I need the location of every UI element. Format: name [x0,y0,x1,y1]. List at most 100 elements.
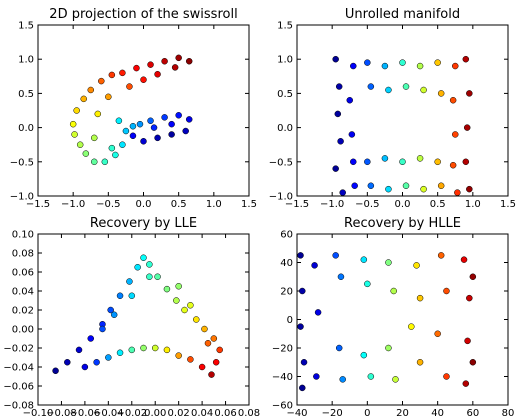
scatter-point [466,90,473,97]
scatter-point [364,280,371,288]
scatter-point [185,116,193,123]
scatter-point [381,62,389,70]
scatter-point [420,86,427,94]
scatter-point [413,262,420,269]
y-tick-label: −0.5 [10,157,34,168]
scatter-point [466,185,473,193]
scatter-point [108,144,116,152]
y-tick-label: 1.5 [18,21,34,32]
scatter-point [332,55,339,63]
scatter-point [392,376,399,383]
scatter-point [91,134,98,142]
scatter-point [140,76,147,83]
y-tick-label: 0.06 [12,268,34,279]
x-tick-label: −1.0 [61,199,85,210]
x-tick-label: 0.08 [238,408,260,418]
scatter-point [443,373,450,380]
chart-title: Recovery by LLE [90,216,197,231]
y-tick-label: 60 [280,230,293,241]
scatter-point [346,96,353,104]
scatter-point [416,294,424,302]
scatter-point [337,138,344,145]
scatter-point [462,55,470,63]
scatter-point [434,59,441,66]
scatter-point [108,71,116,79]
scatter-point [168,120,175,128]
scatter-point [133,64,140,72]
scatter-point [462,158,470,166]
scatter-point [350,158,357,166]
scatter-point [460,256,468,263]
scatter-point [168,131,175,138]
chart-title: Recovery by HLLE [344,216,461,231]
y-tick-label: 0.10 [12,230,34,241]
scatter-point [91,158,98,166]
scatter-point [385,259,392,266]
x-tick-label: −40 [286,408,307,418]
scatter-point [367,182,375,189]
scatter-point [469,359,477,366]
scatter-point [311,262,318,269]
x-tick-label: 0 [364,408,370,418]
chart-title: Unrolled manifold [345,7,460,22]
x-tick-label: 60 [466,408,479,418]
x-tick-label: −20 [322,408,343,418]
scatter-point [140,344,147,352]
scatter-point [126,278,133,285]
x-tick-label: 0.00 [144,408,166,418]
y-tick-label: 0.0 [277,123,293,134]
scatter-point [151,344,159,352]
y-tick-label: 1.0 [277,55,293,66]
scatter-point [434,158,441,166]
scatter-points [69,54,193,166]
scatter-point [313,373,320,380]
scatter-point [185,58,193,65]
y-tick-label: 0.04 [12,287,34,298]
y-tick-label: −1.0 [10,192,34,203]
scatter-point [101,158,109,166]
scatter-point [71,131,78,138]
scatter-point [385,344,392,352]
x-tick-label: 0.5 [171,199,187,210]
scatter-point [334,110,342,118]
scatter-point [115,117,123,125]
scatter-point [350,62,357,70]
scatter-point [299,287,306,295]
scatter-point [348,131,356,138]
scatter-point [98,77,105,85]
chart-panel-1: 2D projection of the swissroll−1.5 −1.0 −0… [10,7,257,210]
scatter-point [466,294,473,302]
scatter-point [147,61,154,68]
y-tick-label: 0.02 [12,306,34,317]
scatter-point [193,316,200,323]
scatter-point [81,363,89,371]
scatter-point [416,359,424,366]
scatter-point [187,356,194,363]
scatter-point [210,335,218,342]
scatter-point [335,344,343,352]
scatter-point [437,90,445,97]
y-tick-label: 0.00 [12,325,34,336]
scatter-point [161,114,168,121]
scatter-point [335,83,343,90]
scatter-point [399,59,406,66]
scatter-point [300,359,308,366]
scatter-point [140,138,147,145]
scatter-point [182,127,189,135]
scatter-point [69,120,77,128]
scatter-point [119,69,126,77]
scatter-point [449,161,457,169]
scatter-point [208,371,215,378]
scatter-point [87,86,94,94]
scatter-point [216,346,223,354]
scatter-point [75,346,83,354]
scatter-point [154,70,161,78]
scatter-points [52,254,223,378]
scatter-point [128,346,136,354]
scatter-point [93,359,100,366]
scatter-point [464,337,471,345]
scatter-point [173,297,180,304]
x-tick-label: 1.5 [241,199,257,210]
y-tick-label: −0.02 [3,344,34,355]
scatter-point [360,351,368,359]
